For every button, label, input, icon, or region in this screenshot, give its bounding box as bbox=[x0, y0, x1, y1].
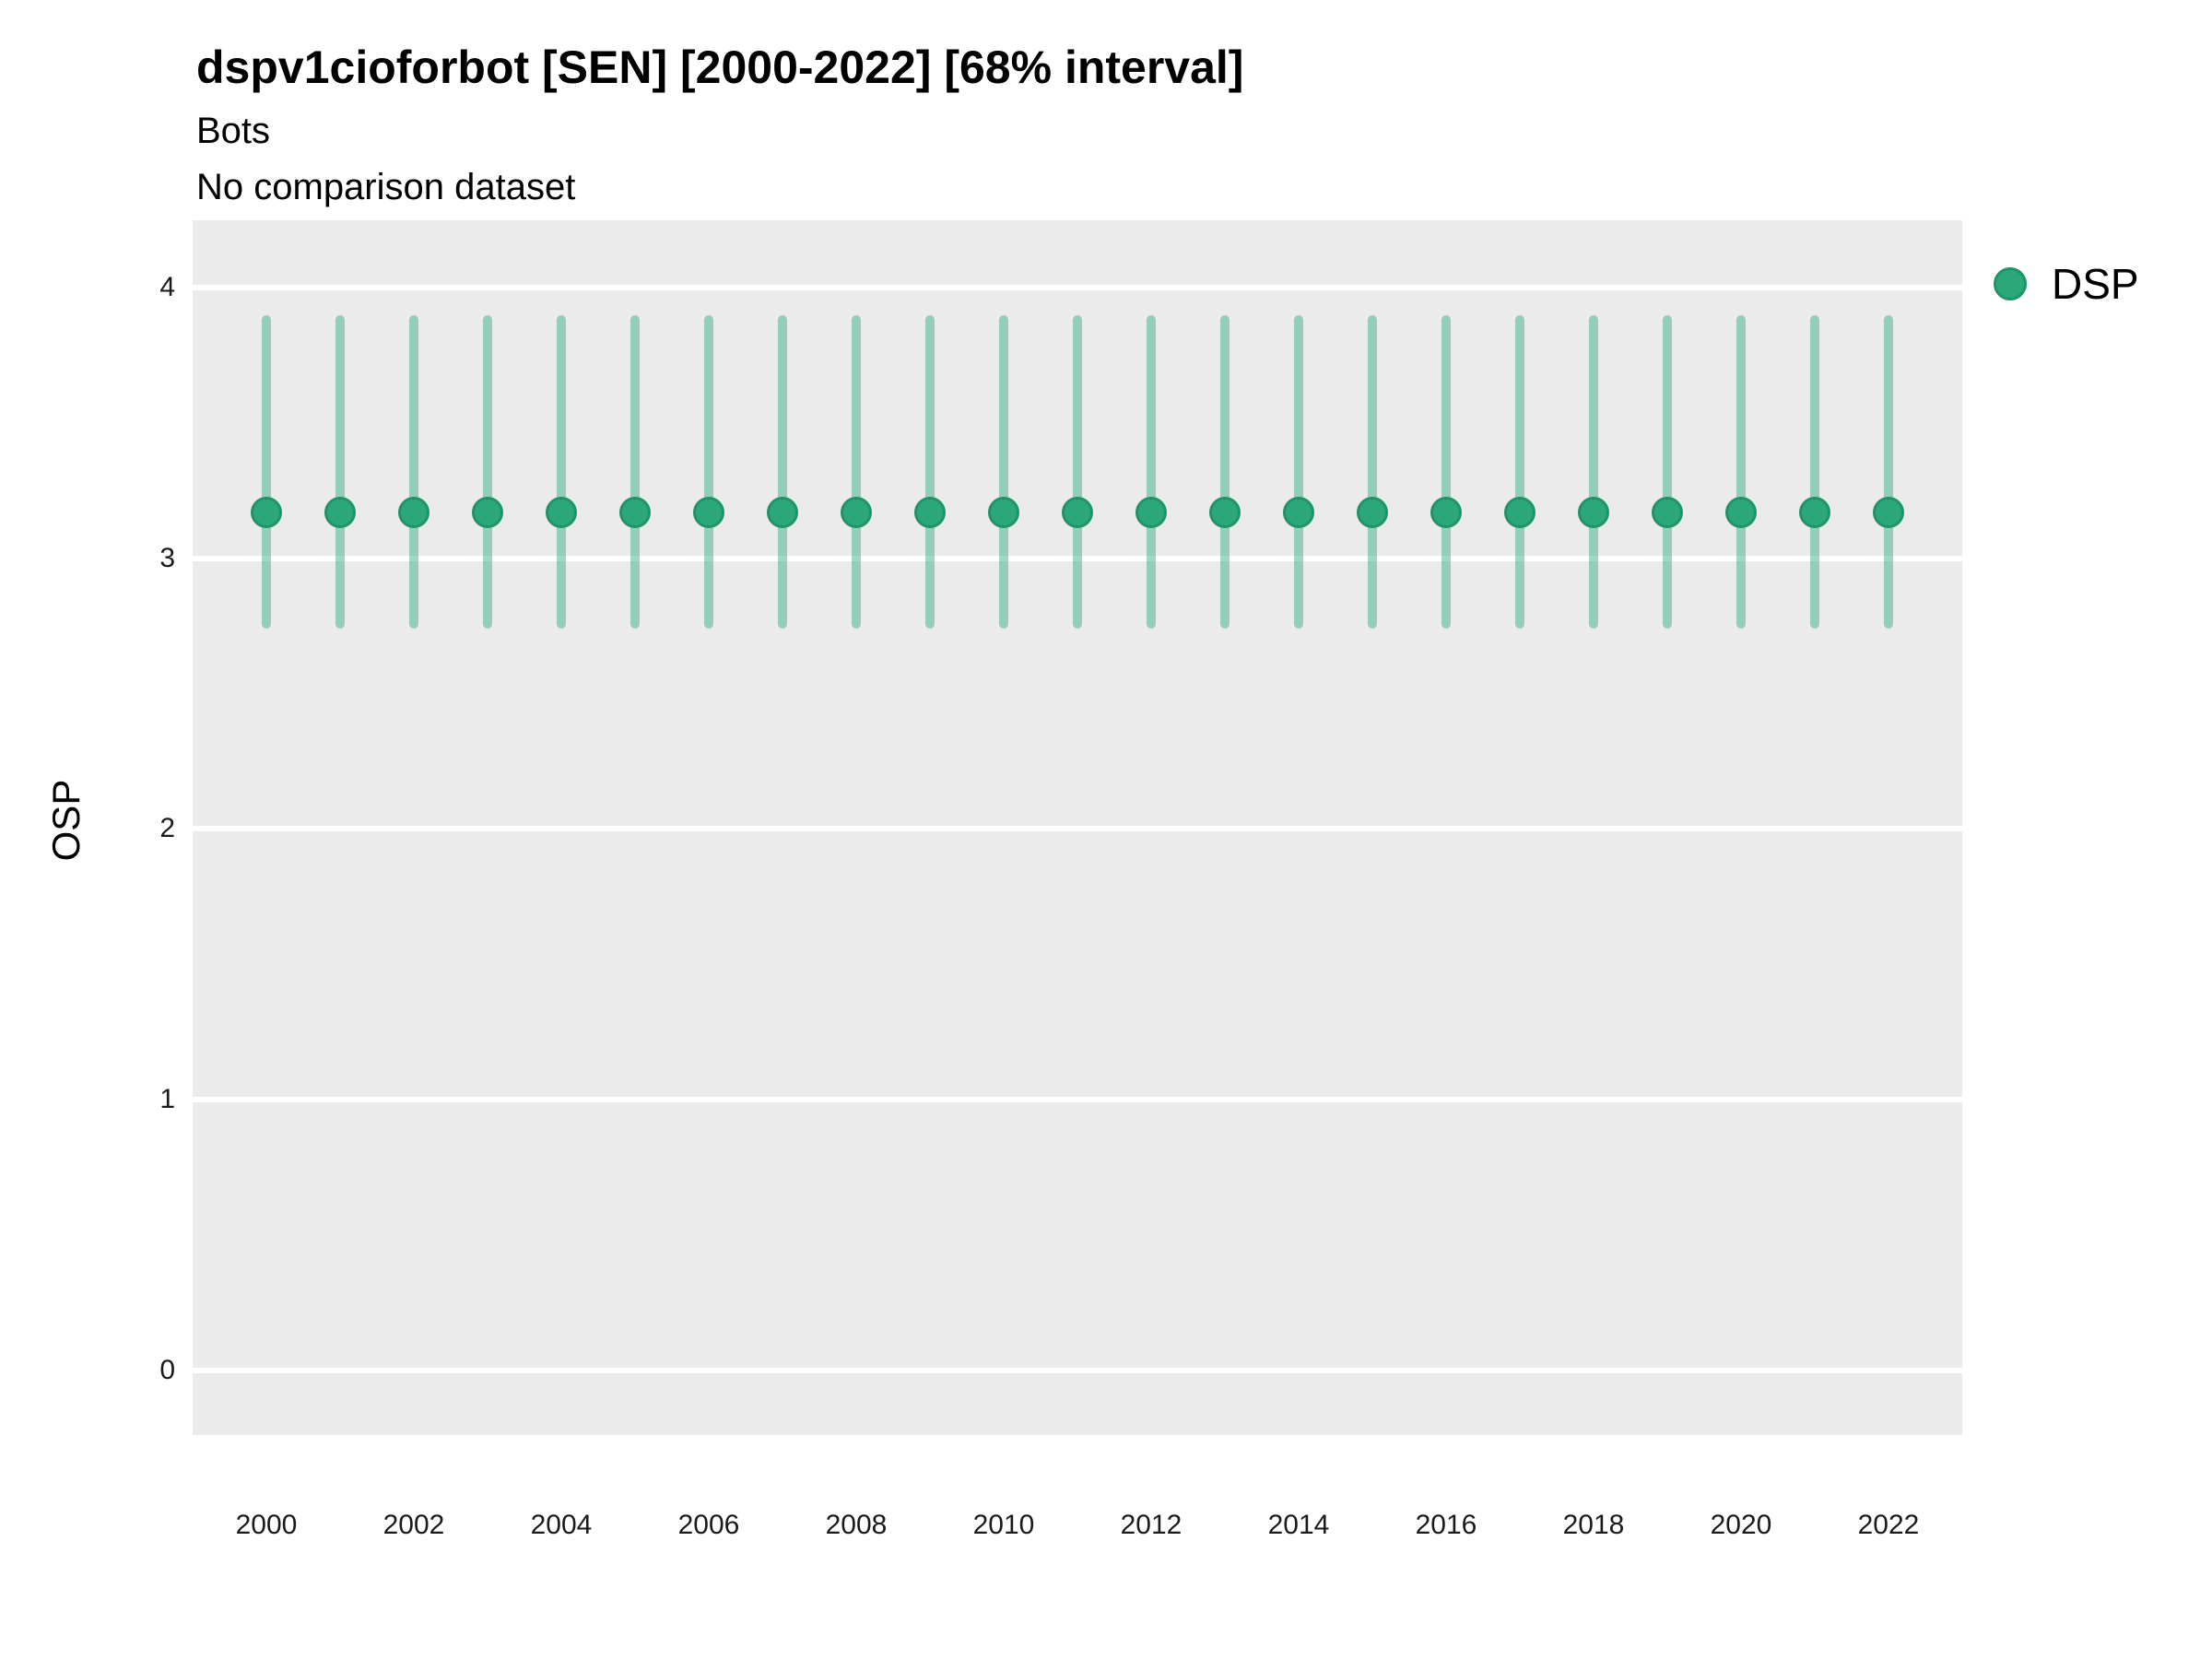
interval-line-2019 bbox=[1663, 314, 1672, 629]
interval-line-2005 bbox=[630, 314, 640, 629]
interval-line-2002 bbox=[409, 314, 418, 629]
interval-line-2007 bbox=[778, 314, 787, 629]
data-point-2021 bbox=[1799, 497, 1830, 529]
interval-line-2010 bbox=[999, 314, 1008, 629]
interval-line-2020 bbox=[1736, 314, 1746, 629]
data-point-2014 bbox=[1283, 497, 1314, 529]
gridline-y-1 bbox=[193, 1097, 1962, 1102]
data-point-2005 bbox=[619, 497, 651, 529]
data-point-2002 bbox=[398, 497, 429, 529]
interval-line-2001 bbox=[335, 314, 345, 629]
x-tick-label-2018: 2018 bbox=[1562, 1510, 1625, 1540]
interval-line-2018 bbox=[1589, 314, 1598, 629]
interval-line-2022 bbox=[1884, 314, 1893, 629]
interval-line-2009 bbox=[925, 314, 935, 629]
gridline-y-2 bbox=[193, 826, 1962, 832]
interval-line-2021 bbox=[1810, 314, 1819, 629]
y-tick-label-1: 1 bbox=[159, 1084, 175, 1114]
interval-line-2015 bbox=[1368, 314, 1377, 629]
data-point-2013 bbox=[1209, 497, 1241, 529]
legend-label: DSP bbox=[2052, 260, 2139, 308]
data-point-2001 bbox=[324, 497, 356, 529]
x-tick-label-2008: 2008 bbox=[825, 1510, 888, 1540]
interval-line-2008 bbox=[852, 314, 861, 629]
legend: DSP bbox=[1994, 259, 2139, 309]
data-point-2010 bbox=[988, 497, 1019, 529]
data-point-2000 bbox=[251, 497, 282, 529]
interval-line-2011 bbox=[1073, 314, 1082, 629]
data-point-2007 bbox=[767, 497, 798, 529]
x-tick-label-2010: 2010 bbox=[972, 1510, 1035, 1540]
x-tick-label-2004: 2004 bbox=[530, 1510, 593, 1540]
data-point-2018 bbox=[1578, 497, 1609, 529]
x-tick-label-2000: 2000 bbox=[235, 1510, 298, 1540]
x-tick-label-2012: 2012 bbox=[1120, 1510, 1182, 1540]
data-point-2006 bbox=[693, 497, 724, 529]
data-point-2009 bbox=[914, 497, 946, 529]
data-point-2004 bbox=[546, 497, 577, 529]
interval-line-2013 bbox=[1220, 314, 1230, 629]
y-tick-label-0: 0 bbox=[159, 1354, 175, 1385]
y-tick-label-2: 2 bbox=[159, 813, 175, 844]
y-tick-label-4: 4 bbox=[159, 272, 175, 303]
data-point-2022 bbox=[1873, 497, 1904, 529]
gridline-y-3 bbox=[193, 555, 1962, 561]
interval-line-2006 bbox=[704, 314, 713, 629]
interval-line-2016 bbox=[1441, 314, 1451, 629]
chart-subtitle: Bots bbox=[196, 111, 271, 151]
gridline-y-4 bbox=[193, 285, 1962, 291]
y-tick-label-3: 3 bbox=[159, 542, 175, 573]
interval-line-2004 bbox=[557, 314, 566, 629]
plot-panel bbox=[193, 220, 1962, 1435]
interval-line-2014 bbox=[1294, 314, 1303, 629]
legend-point-icon bbox=[1994, 267, 2027, 300]
data-point-2011 bbox=[1062, 497, 1093, 529]
gridline-y-0 bbox=[193, 1367, 1962, 1373]
chart-title: dspv1cioforbot [SEN] [2000-2022] [68% in… bbox=[196, 41, 1244, 93]
comparison-note: No comparison dataset bbox=[196, 167, 576, 207]
interval-line-2012 bbox=[1147, 314, 1156, 629]
data-point-2003 bbox=[472, 497, 503, 529]
x-tick-label-2016: 2016 bbox=[1415, 1510, 1477, 1540]
x-tick-label-2022: 2022 bbox=[1857, 1510, 1920, 1540]
x-tick-label-2006: 2006 bbox=[677, 1510, 740, 1540]
data-point-2012 bbox=[1135, 497, 1167, 529]
data-point-2008 bbox=[841, 497, 872, 529]
interval-line-2000 bbox=[262, 314, 271, 629]
data-point-2015 bbox=[1357, 497, 1388, 529]
x-tick-label-2020: 2020 bbox=[1710, 1510, 1772, 1540]
interval-line-2017 bbox=[1515, 314, 1524, 629]
interval-line-2003 bbox=[483, 314, 492, 629]
data-point-2017 bbox=[1504, 497, 1535, 529]
data-point-2016 bbox=[1430, 497, 1462, 529]
x-tick-label-2002: 2002 bbox=[382, 1510, 445, 1540]
x-tick-label-2014: 2014 bbox=[1267, 1510, 1330, 1540]
data-point-2020 bbox=[1725, 497, 1757, 529]
data-point-2019 bbox=[1652, 497, 1683, 529]
